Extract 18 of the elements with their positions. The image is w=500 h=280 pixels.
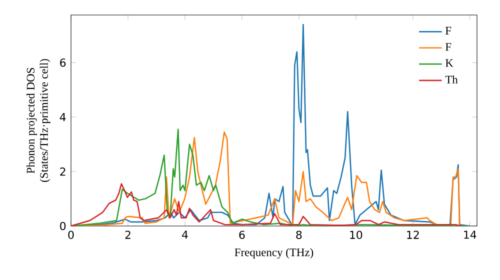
x-tick-label: 2 — [125, 230, 130, 239]
y-tick-label: 4 — [60, 113, 66, 122]
legend-label: K — [445, 59, 454, 67]
x-tick-label: 4 — [182, 230, 188, 239]
x-tick-label: 8 — [296, 230, 302, 239]
x-tick-label: 10 — [350, 230, 362, 239]
y-tick-label: 6 — [60, 58, 66, 67]
x-axis-title: Frequency (THz) — [234, 248, 314, 259]
y-tick-label: 0 — [60, 222, 66, 230]
x-tick-label: 14 — [464, 230, 476, 239]
legend-label: Th — [445, 75, 458, 84]
y-axis-title: Phonon projected DOS (States/THz·primitive cell) — [26, 59, 50, 182]
y-tick-label: 2 — [60, 167, 66, 176]
x-tick-label: 12 — [407, 230, 419, 239]
legend-label: F — [445, 26, 452, 34]
legend-label: F — [445, 43, 452, 51]
x-tick-label: 0 — [68, 230, 74, 239]
x-tick-label: 6 — [239, 230, 245, 239]
